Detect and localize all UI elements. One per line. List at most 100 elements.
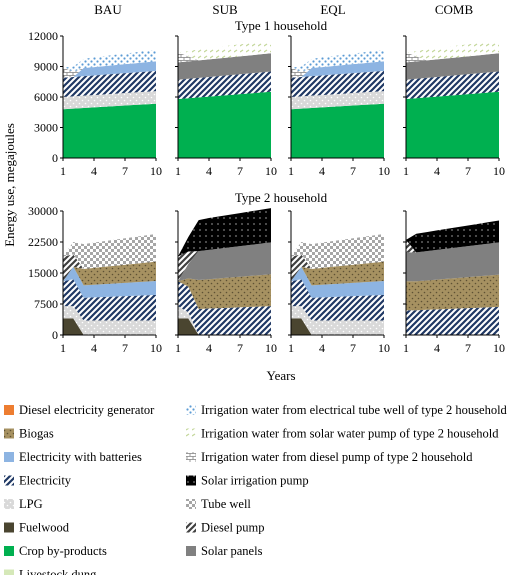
area-elec-batteries-type2-eql xyxy=(291,266,384,298)
panel-type2-eql: 1 4 7 10 xyxy=(288,210,390,355)
x-tick-label: 1 xyxy=(288,341,294,355)
x-tick-label: 10 xyxy=(378,164,390,178)
legend-item-elec-batteries: Electricity with batteries xyxy=(4,450,142,464)
x-tick-label: 10 xyxy=(493,341,505,355)
legend-label: Tube well xyxy=(201,497,251,511)
legend-label: Irrigation water from diesel pump of typ… xyxy=(201,450,473,464)
y-tick-label: 22500 xyxy=(28,235,58,249)
area-lpg-type1-eql xyxy=(291,91,384,110)
area-irr-diesel-type1-bau xyxy=(63,61,156,78)
legend-item-diesel-generator: Diesel electricity generator xyxy=(4,403,155,417)
row-title-type1: Type 1 household xyxy=(235,18,328,33)
legend-item-lpg: LPG xyxy=(4,497,43,511)
panel-type2-sub: 1 4 7 10 xyxy=(175,208,277,355)
area-tube-well-type2-eql xyxy=(291,233,384,269)
legend-swatch xyxy=(186,522,196,533)
area-lpg-type1-bau xyxy=(63,91,156,110)
scenario-title-sub: SUB xyxy=(212,2,238,17)
area-solar-pump-type2-sub xyxy=(178,208,271,257)
x-tick-label: 1 xyxy=(175,341,181,355)
y-tick-label: 9000 xyxy=(34,60,58,74)
legend-swatch xyxy=(186,475,196,486)
area-tube-well-type2-bau xyxy=(63,233,156,269)
area-solar-panels-type2-comb xyxy=(406,242,499,282)
legend-label: Solar irrigation pump xyxy=(201,474,309,488)
legend-swatch xyxy=(4,428,14,439)
row-title-type2: Type 2 household xyxy=(235,190,328,205)
legend-label: Biogas xyxy=(19,427,54,441)
area-irr-solar-type1-sub xyxy=(178,40,271,61)
legend-item-solar-panels: Solar panels xyxy=(186,544,263,558)
area-crop-type1-bau xyxy=(63,103,156,158)
legend-swatch xyxy=(4,546,14,556)
area-fuelwood-type2-bau xyxy=(63,318,156,335)
y-tick-label: 15000 xyxy=(28,266,58,280)
area-irr-electric-type1-eql xyxy=(291,49,384,72)
x-tick-label: 4 xyxy=(206,164,212,178)
area-solar-pump-type2-comb xyxy=(406,220,499,253)
scenario-title-comb: COMB xyxy=(435,2,474,17)
area-solar-panels-type1-comb xyxy=(406,53,499,80)
area-electricity-type1-eql xyxy=(291,70,384,97)
legend-label: Electricity with batteries xyxy=(19,450,142,464)
legend-item-tube-well: Tube well xyxy=(186,497,251,511)
area-solar-panels-type1-sub xyxy=(178,53,271,80)
legend-item-irr-electric: Irrigation water from electrical tube we… xyxy=(186,403,508,417)
area-biogas-type2-comb xyxy=(406,274,499,311)
area-irr-diesel-type1-comb xyxy=(406,52,499,63)
area-diesel-pump-type2-comb xyxy=(406,239,499,253)
x-tick-label: 1 xyxy=(403,341,409,355)
x-tick-label: 10 xyxy=(150,341,162,355)
legend-label: Fuelwood xyxy=(19,521,70,535)
area-diesel-pump-type2-bau xyxy=(63,254,156,282)
legend-swatch xyxy=(4,522,14,533)
legend-label: Electricity xyxy=(19,474,72,488)
legend-swatch xyxy=(186,405,196,415)
area-irr-solar-type1-comb xyxy=(406,40,499,61)
x-tick-label: 4 xyxy=(206,341,212,355)
y-axis-label: Energy use, megajoules xyxy=(2,123,17,247)
area-electricity-type1-bau xyxy=(63,70,156,97)
legend-item-solar-pump: Solar irrigation pump xyxy=(186,474,309,488)
area-fuelwood-type2-sub xyxy=(178,318,271,335)
area-elec-batteries-type2-bau xyxy=(63,266,156,298)
panel-type2-bau: 0 7500 15000 22500 30000 1 4 7 10 xyxy=(28,204,162,355)
area-diesel-pump-type2-eql xyxy=(291,254,384,282)
legend-item-irr-solar: Irrigation water from solar water pump o… xyxy=(186,427,499,441)
legend-item-dung: Livestock dung xyxy=(4,568,97,575)
area-crop-type1-eql xyxy=(291,103,384,158)
x-tick-label: 4 xyxy=(91,164,97,178)
x-tick-label: 7 xyxy=(350,341,356,355)
x-tick-label: 1 xyxy=(60,164,66,178)
area-irr-electric-type1-bau xyxy=(63,49,156,72)
x-tick-label: 7 xyxy=(122,164,128,178)
legend-item-electricity: Electricity xyxy=(4,474,72,488)
x-tick-label: 1 xyxy=(288,164,294,178)
legend-swatch xyxy=(4,405,14,415)
legend-label: Irrigation water from solar water pump o… xyxy=(201,427,499,441)
x-tick-label: 10 xyxy=(493,164,505,178)
panel-type1-bau: 0 3000 6000 9000 12000 1 4 7 10 xyxy=(28,29,162,178)
legend-swatch xyxy=(4,475,14,486)
x-tick-label: 10 xyxy=(378,341,390,355)
x-tick-label: 4 xyxy=(319,341,325,355)
area-irr-diesel-type1-eql xyxy=(291,61,384,78)
area-fuelwood-type2-eql xyxy=(291,318,384,335)
legend-item-irr-diesel: Irrigation water from diesel pump of typ… xyxy=(186,450,473,464)
area-biogas-type2-eql xyxy=(291,261,384,286)
x-tick-label: 1 xyxy=(175,164,181,178)
legend-swatch xyxy=(186,452,196,462)
x-tick-label: 1 xyxy=(60,341,66,355)
area-electricity-type2-eql xyxy=(291,279,384,321)
x-tick-label: 7 xyxy=(237,341,243,355)
legend-swatch xyxy=(186,546,196,556)
area-biogas-type2-bau xyxy=(63,261,156,286)
legend-label: Diesel pump xyxy=(201,521,265,535)
legend-label: Crop by-products xyxy=(19,544,107,558)
area-electricity-type1-comb xyxy=(406,71,499,100)
x-tick-label: 1 xyxy=(403,164,409,178)
legend-label: Irrigation water from electrical tube we… xyxy=(201,403,508,417)
x-tick-label: 4 xyxy=(91,341,97,355)
scenario-title-bau: BAU xyxy=(94,2,122,17)
